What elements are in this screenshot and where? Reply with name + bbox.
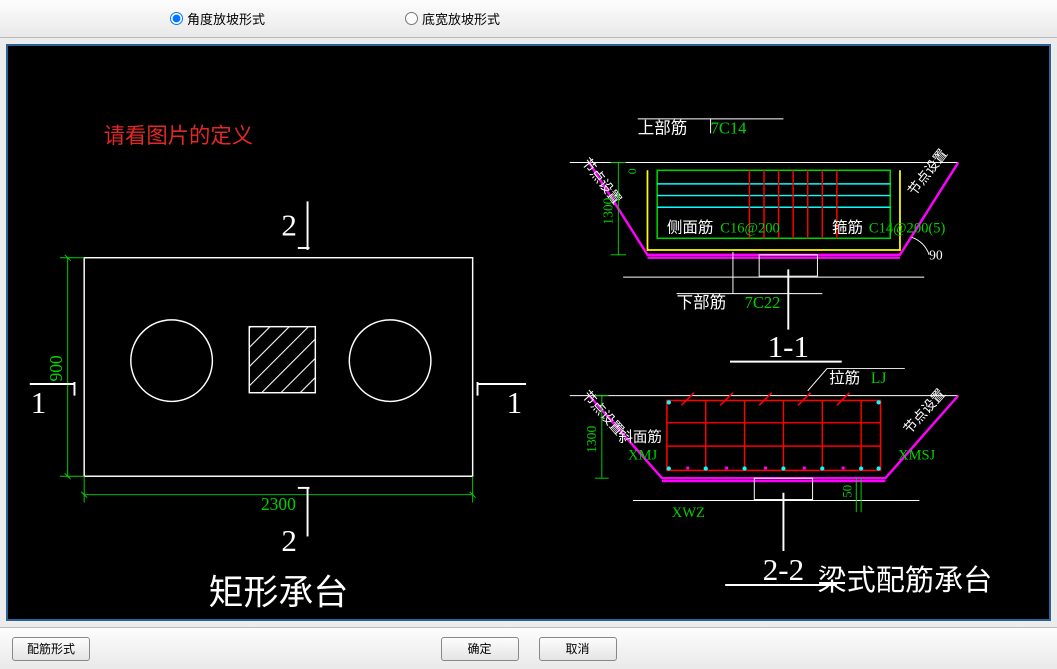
sec11-top-bar-label: 上部筋 — [638, 118, 688, 137]
sec11-bottom-bar-label: 下部筋 — [677, 293, 727, 312]
drawing-canvas: 请看图片的定义 2300 — [6, 44, 1051, 621]
sec22-xwz: XWZ — [672, 505, 705, 521]
sec22-len-dim: 50 — [840, 485, 854, 498]
plan-section-2-top: 2 — [281, 207, 297, 242]
sec22-tie-label: 拉筋 — [829, 369, 860, 387]
sec22-xmsj: XMSJ — [898, 448, 936, 464]
plan-section-2-bottom: 2 — [281, 523, 297, 558]
cancel-button[interactable]: 取消 — [539, 637, 617, 661]
sec22-title: 2-2 — [763, 552, 804, 587]
left-plan-diagram: 2300 900 2 2 — [30, 201, 526, 612]
plan-width-dim: 2300 — [261, 494, 296, 514]
sec11-top-bar-spec: 7C14 — [711, 118, 747, 137]
sec22-height-dim: 1300 — [584, 426, 599, 453]
plan-elev-1-left: 1 — [31, 385, 47, 420]
hint-text: 请看图片的定义 — [104, 124, 254, 148]
sec22-xmj-label: 斜面筋 — [618, 429, 662, 446]
radio-angle-slope-label: 角度放坡形式 — [187, 9, 265, 28]
radio-bottom-width-slope[interactable]: 底宽放坡形式 — [405, 9, 500, 28]
sec11-angle: 90 — [929, 248, 943, 263]
beam-cap-title: 梁式配筋承台 — [817, 564, 992, 597]
plan-title: 矩形承台 — [209, 573, 349, 612]
radio-bottom-width-slope-label: 底宽放坡形式 — [422, 9, 500, 28]
sec11-height-dim: 1300 — [601, 197, 616, 224]
radio-bottom-width-slope-input[interactable] — [405, 12, 418, 25]
sec11-zero-dim: 0 — [626, 168, 639, 174]
plan-elev-1-right: 1 — [507, 385, 523, 420]
sec22-xmj-spec: XMJ — [628, 448, 657, 464]
sec11-stirrup-label: 箍筋 — [832, 218, 863, 236]
plan-height-dim: 900 — [46, 355, 66, 381]
sec22-tie-spec: LJ — [871, 370, 887, 387]
sec11-side-bar-spec: C16@200 — [720, 220, 779, 236]
sec11-title: 1-1 — [768, 329, 809, 364]
radio-angle-slope[interactable]: 角度放坡形式 — [170, 9, 265, 28]
sec11-stirrup-spec: C14@200(5) — [869, 220, 946, 236]
sec11-bottom-bar-spec: 7C22 — [745, 293, 781, 312]
section-1-1-diagram: 节点设置 节点设置 上部筋 7C14 侧面筋 C16@200 箍筋 C14@20… — [570, 118, 958, 363]
section-2-2-diagram: 拉筋 LJ 节点设置 节点设置 斜面筋 XMJ XMSJ XWZ 1300 — [570, 368, 958, 587]
sec11-node-right: 节点设置 — [905, 146, 950, 198]
ok-button[interactable]: 确定 — [441, 637, 519, 661]
sec22-node-right: 节点设置 — [901, 386, 948, 436]
bottom-toolbar: 配筋形式 确定 取消 — [0, 627, 1057, 669]
radio-angle-slope-input[interactable] — [170, 12, 183, 25]
top-toolbar: 角度放坡形式 底宽放坡形式 — [0, 0, 1057, 38]
rebar-form-button[interactable]: 配筋形式 — [12, 637, 90, 661]
sec11-side-bar-label: 侧面筋 — [667, 218, 714, 236]
